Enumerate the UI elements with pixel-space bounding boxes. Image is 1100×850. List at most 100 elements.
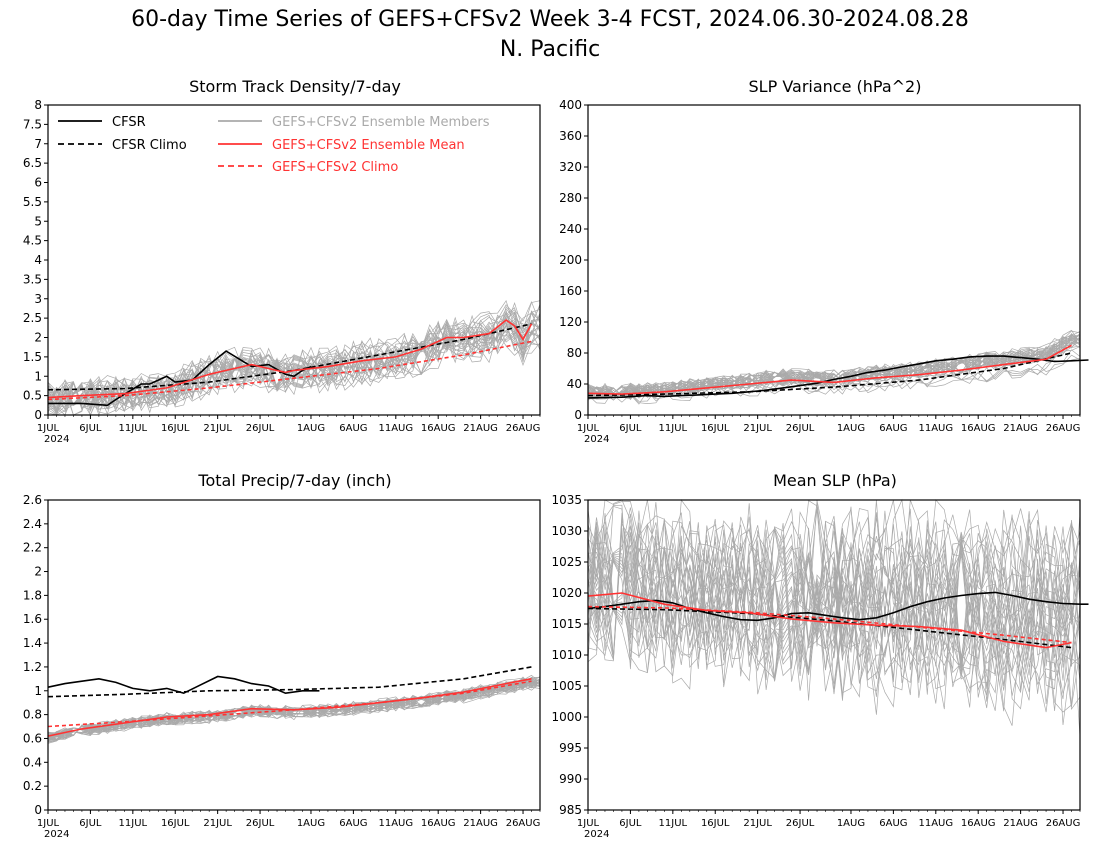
y-tick-label: 80 — [567, 346, 582, 360]
legend-label: CFSR Climo — [112, 138, 187, 153]
ensemble-member-line — [587, 506, 1081, 648]
y-tick-label: 1030 — [551, 524, 582, 538]
x-tick-label: 21JUL — [743, 818, 772, 829]
x-tick-label: 11JUL — [119, 423, 148, 434]
y-tick-label: 6 — [34, 176, 42, 190]
x-tick-label: 1AUG — [297, 818, 325, 829]
ensemble-member-line — [587, 499, 1081, 652]
x-tick-label: 26AUG — [506, 423, 541, 434]
gefs-cfsv2-ensemble-mean-line — [587, 344, 1072, 395]
legend-label: GEFS+CFSv2 Ensemble Mean — [272, 138, 465, 153]
x-tick-label: 11JUL — [659, 423, 688, 434]
y-tick-label: 1010 — [551, 648, 582, 662]
x-tick-label: 16AUG — [421, 423, 456, 434]
x-tick-label: 26JUL — [246, 423, 275, 434]
y-tick-label: 2.6 — [23, 493, 42, 507]
x-tick-label: 21AUG — [1003, 818, 1038, 829]
y-tick-label: 1005 — [551, 679, 582, 693]
x-tick-label: 1JUL — [577, 818, 600, 829]
y-tick-label: 0.6 — [23, 731, 42, 745]
ensemble-member-line — [47, 674, 541, 740]
ensemble-member-line — [47, 300, 541, 407]
gefs-cfsv2-ensemble-mean-line — [587, 592, 1072, 649]
cfsr-climo-line — [47, 666, 532, 698]
y-tick-label: 995 — [559, 741, 582, 755]
y-tick-label: 0.2 — [23, 779, 42, 793]
plot-frame — [47, 499, 541, 811]
ensemble-member-line — [47, 300, 541, 405]
y-tick-label: 7 — [34, 137, 42, 151]
y-tick-label: 5 — [34, 214, 42, 228]
y-tick-label: 1020 — [551, 586, 582, 600]
panel-mean-slp: Mean SLP (hPa) 985 990 995 1000 1005 1010 1015… — [551, 471, 1089, 840]
x-tick-label: 26JUL — [786, 818, 815, 829]
y-tick-label: 320 — [559, 160, 582, 174]
x-year-label: 2024 — [44, 829, 69, 840]
y-tick-label: 3 — [34, 292, 42, 306]
x-tick-label: 11AUG — [378, 818, 413, 829]
y-tick-label: 0.8 — [23, 708, 42, 722]
y-tick-label: 1.6 — [23, 612, 42, 626]
x-tick-label: 21AUG — [463, 423, 498, 434]
cfsr-climo-line — [587, 352, 1072, 397]
x-tick-label: 21AUG — [1003, 423, 1038, 434]
ensemble-member-line — [587, 499, 1081, 637]
cfsr-line — [587, 591, 1089, 622]
x-tick-label: 16AUG — [961, 818, 996, 829]
ensemble-member-line — [587, 335, 1081, 396]
ensemble-member-line — [47, 311, 541, 414]
panel-slp-variance: SLP Variance (hPa^2) 0 40 80 120 160 200 240 28… — [559, 77, 1089, 445]
y-tick-label: 0 — [574, 408, 582, 422]
y-tick-label: 6.5 — [23, 156, 42, 170]
x-tick-label: 6AUG — [879, 423, 907, 434]
ensemble-member-line — [47, 321, 541, 414]
legend-label: CFSR — [112, 115, 146, 130]
x-tick-label: 6AUG — [879, 818, 907, 829]
cfsr-climo-line — [587, 607, 1072, 649]
y-tick-label: 120 — [559, 315, 582, 329]
y-tick-label: 3.5 — [23, 272, 42, 286]
y-tick-label: 1 — [34, 684, 42, 698]
x-tick-label: 6JUL — [79, 423, 102, 434]
cfsr-climo-line — [47, 323, 532, 391]
x-tick-label: 16JUL — [701, 818, 730, 829]
ensemble-member-line — [587, 333, 1081, 397]
y-tick-label: 1015 — [551, 617, 582, 631]
y-tick-label: 2.4 — [23, 517, 42, 531]
x-tick-label: 16JUL — [701, 423, 730, 434]
x-tick-label: 21JUL — [203, 818, 232, 829]
y-tick-label: 0.5 — [23, 389, 42, 403]
gefs-cfsv2-climo-line — [587, 605, 1072, 644]
x-tick-label: 1JUL — [37, 423, 60, 434]
x-tick-label: 1AUG — [837, 423, 865, 434]
x-tick-label: 16AUG — [421, 818, 456, 829]
x-tick-label: 11AUG — [378, 423, 413, 434]
x-tick-label: 1JUL — [577, 423, 600, 434]
ensemble-member-line — [587, 349, 1081, 402]
y-tick-label: 1000 — [551, 710, 582, 724]
gefs-cfsv2-climo-line — [47, 680, 532, 728]
y-tick-label: 40 — [567, 377, 582, 391]
y-tick-label: 7.5 — [23, 117, 42, 131]
x-tick-label: 16AUG — [961, 423, 996, 434]
x-tick-label: 26JUL — [246, 818, 275, 829]
y-tick-label: 280 — [559, 191, 582, 205]
ensemble-members — [587, 329, 1081, 405]
panel-title: SLP Variance (hPa^2) — [749, 77, 922, 96]
y-tick-label: 1.5 — [23, 350, 42, 364]
y-tick-label: 1 — [34, 369, 42, 383]
ensemble-member-line — [587, 498, 1081, 641]
figure-title: 60-day Time Series of GEFS+CFSv2 Week 3-… — [131, 7, 969, 32]
x-year-label: 2024 — [584, 829, 609, 840]
panel-storm-track-density: Storm Track Density/7-day 0 0.5 1 1.5 2 2.5 3 3… — [23, 77, 541, 445]
x-year-label: 2024 — [584, 434, 609, 445]
ensemble-member-line — [587, 330, 1081, 396]
x-tick-label: 1AUG — [297, 423, 325, 434]
ensemble-members — [587, 498, 1081, 738]
y-tick-label: 1035 — [551, 493, 582, 507]
y-tick-label: 160 — [559, 284, 582, 298]
y-tick-label: 0 — [34, 408, 42, 422]
y-tick-label: 1.4 — [23, 636, 42, 650]
y-tick-label: 400 — [559, 98, 582, 112]
